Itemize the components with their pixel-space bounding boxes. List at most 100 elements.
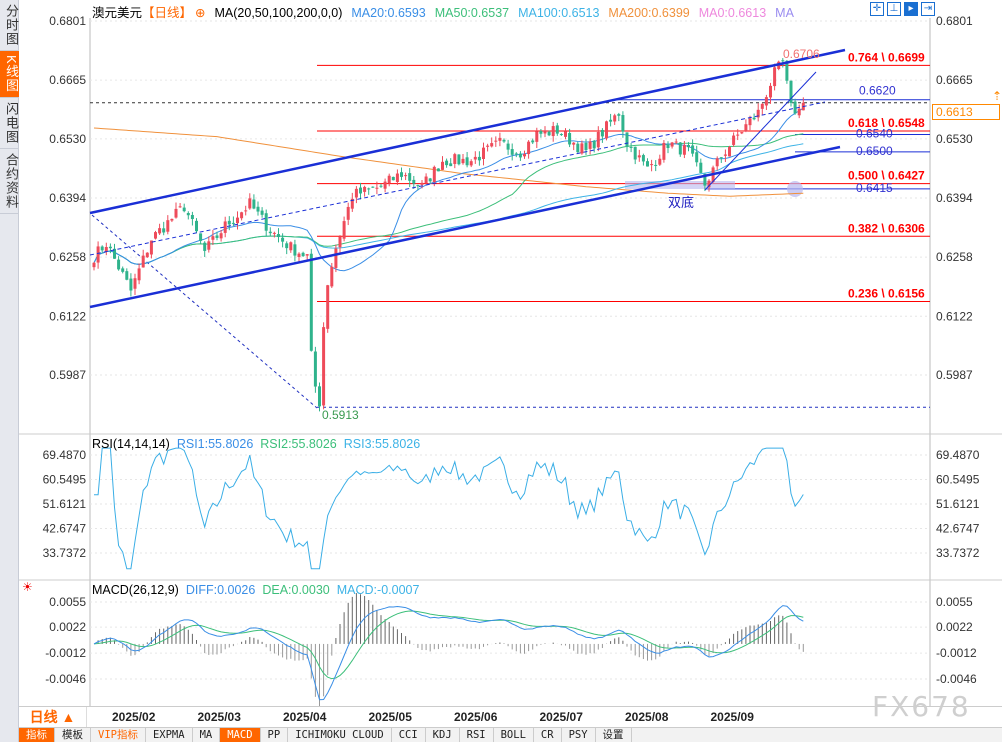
candle-body xyxy=(600,129,604,137)
candle-body xyxy=(580,143,584,154)
candle-body xyxy=(219,233,223,239)
ma20-value: MA20:0.6593 xyxy=(351,6,426,20)
toolbar-item-8[interactable]: CCI xyxy=(392,728,426,742)
candle-body xyxy=(744,124,748,132)
toolbar-item-7[interactable]: ICHIMOKU CLOUD xyxy=(288,728,392,742)
candle-body xyxy=(654,164,658,166)
target-marker xyxy=(787,181,803,197)
y-tick-right: 0.6394 xyxy=(936,191,973,205)
x-tick-label: 2025/09 xyxy=(710,710,754,724)
toolbar-item-6[interactable]: PP xyxy=(261,728,289,742)
rsi1-value: RSI1:55.8026 xyxy=(176,437,254,451)
toolbar-item-4[interactable]: MA xyxy=(193,728,221,742)
macd-value: MACD:-0.0007 xyxy=(336,583,420,597)
candle-body xyxy=(227,220,231,225)
toolbar-item-13[interactable]: PSY xyxy=(562,728,596,742)
chart-header: 澳元美元【日线】 ⊕ MA(20,50,100,200,0,0) MA20:0.659… xyxy=(92,2,803,20)
candle-body xyxy=(367,188,371,190)
rsi2-value: RSI2:55.8026 xyxy=(260,437,337,451)
candle-body xyxy=(510,149,514,155)
candle-body xyxy=(625,132,629,148)
ma100-value: MA100:0.6513 xyxy=(518,6,600,20)
candle-body xyxy=(223,221,227,233)
dea-line xyxy=(93,610,804,680)
candle-body xyxy=(334,248,338,268)
cursor-icon[interactable]: ▸ xyxy=(904,2,918,16)
x-tick-label: 2025/02 xyxy=(112,710,156,724)
candle-body xyxy=(190,214,194,220)
fib-label: 0.500 \ 0.6427 xyxy=(848,169,925,183)
candle-body xyxy=(719,157,723,159)
tab-kline[interactable]: K线图 xyxy=(0,51,19,98)
exit-icon[interactable]: ⇥ xyxy=(921,2,935,16)
macd-tick-left: 0.0022 xyxy=(49,620,86,634)
y-tick-left: 0.6122 xyxy=(49,309,86,323)
candle-body xyxy=(293,244,297,256)
toolbar-item-10[interactable]: RSI xyxy=(460,728,494,742)
candle-body xyxy=(195,220,198,232)
candle-body xyxy=(740,132,744,134)
toolbar-item-14[interactable]: 设置 xyxy=(596,728,632,742)
settings-icon[interactable]: ⊕ xyxy=(195,6,206,20)
candle-body xyxy=(793,101,797,114)
macd-tick-right: 0.0055 xyxy=(936,595,973,609)
ma50-value: MA50:0.6537 xyxy=(434,6,510,20)
candle-body xyxy=(609,119,613,122)
toolbar-item-3[interactable]: EXPMA xyxy=(146,728,193,742)
candle-body xyxy=(781,60,785,62)
candle-body xyxy=(490,143,494,147)
candle-body xyxy=(531,140,535,143)
toolbar-item-1[interactable]: 模板 xyxy=(55,728,91,742)
candle-body xyxy=(687,144,690,148)
candle-body xyxy=(641,155,645,162)
rsi-tick-right: 69.4870 xyxy=(936,448,980,462)
toolbar-item-12[interactable]: CR xyxy=(534,728,562,742)
symbol-title: 澳元美元 xyxy=(92,6,143,20)
y-tick-left: 0.6801 xyxy=(49,14,86,28)
candle-body xyxy=(535,131,539,142)
sun-icon[interactable]: ☀ xyxy=(22,580,33,594)
candle-body xyxy=(596,132,600,148)
diff-value: DIFF:0.0026 xyxy=(185,583,256,597)
rsi-tick-right: 33.7372 xyxy=(936,546,980,560)
tab-contract-info[interactable]: 合约资料 xyxy=(0,149,19,214)
candle-body xyxy=(764,97,768,106)
tab-flash[interactable]: 闪电图 xyxy=(0,98,19,149)
rsi-tick-right: 51.6121 xyxy=(936,497,980,511)
candle-body xyxy=(449,163,453,167)
candle-body xyxy=(256,206,260,212)
candle-body xyxy=(330,266,334,287)
candle-body xyxy=(309,253,313,351)
tab-timeshare[interactable]: 分时图 xyxy=(0,0,19,51)
ma-indicator-label: MA(20,50,100,200,0,0) xyxy=(214,6,343,20)
candle-body xyxy=(760,103,764,109)
candle-body xyxy=(633,146,637,160)
period-selector[interactable]: 日线 ▲ xyxy=(19,707,87,728)
candle-body xyxy=(646,161,649,167)
candle-body xyxy=(350,198,354,209)
toolbar-item-2[interactable]: VIP指标 xyxy=(91,728,146,742)
candle-body xyxy=(318,386,321,407)
rsi-tick-left: 42.6747 xyxy=(43,521,87,535)
candle-body xyxy=(211,236,215,240)
candle-body xyxy=(391,176,395,181)
toolbar-item-9[interactable]: KDJ xyxy=(426,728,460,742)
candle-body xyxy=(404,175,408,177)
candle-body xyxy=(461,158,465,164)
candle-body xyxy=(605,121,608,139)
rsi3-value: RSI3:55.8026 xyxy=(343,437,421,451)
candle-body xyxy=(518,153,522,158)
watermark: FX678 xyxy=(872,690,971,723)
range-icon[interactable]: ⊥ xyxy=(887,2,901,16)
toolbar-item-0[interactable]: 指标 xyxy=(19,728,55,742)
candle-body xyxy=(469,161,473,166)
toolbar-item-11[interactable]: BOLL xyxy=(494,728,534,742)
candle-body xyxy=(375,187,379,189)
candle-body xyxy=(338,236,342,248)
date-axis: 日线 ▲ 2025/02 2025/03 2025/04 2025/05 2025/06… xyxy=(19,706,1002,728)
candle-body xyxy=(174,208,178,218)
crosshair-icon[interactable]: ✛ xyxy=(870,2,884,16)
candle-body xyxy=(203,242,207,251)
toolbar-item-5[interactable]: MACD xyxy=(220,728,261,742)
